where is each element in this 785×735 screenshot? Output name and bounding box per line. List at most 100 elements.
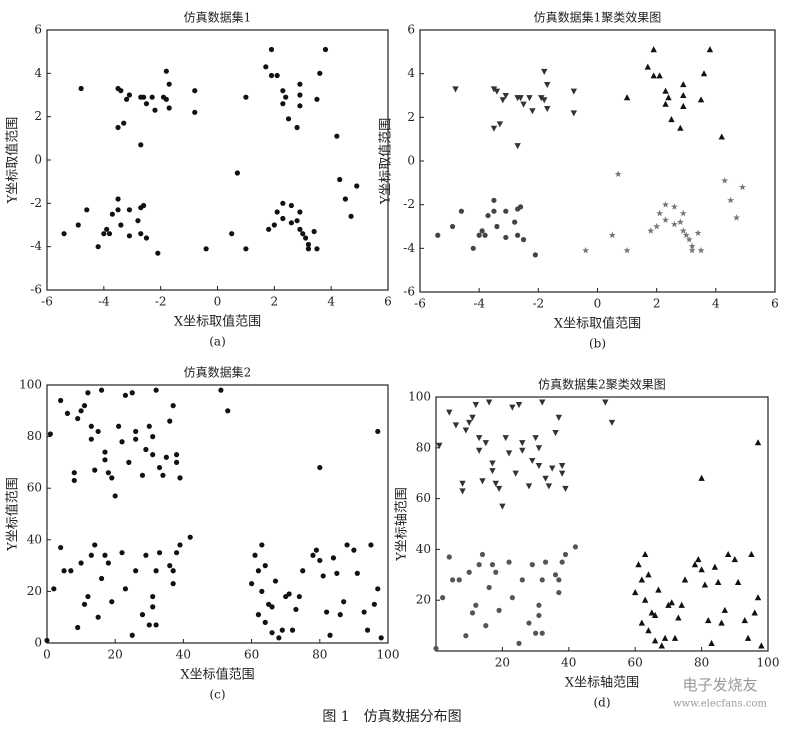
point: [115, 207, 121, 213]
x-tick-label: 4: [327, 295, 335, 309]
point: [538, 95, 545, 102]
point: [647, 227, 655, 234]
point: [310, 552, 316, 558]
point: [512, 219, 518, 225]
point: [542, 475, 549, 482]
point: [452, 86, 459, 93]
point: [129, 632, 135, 638]
point: [123, 96, 130, 102]
point: [665, 94, 672, 101]
point: [536, 612, 542, 619]
point: [662, 100, 669, 107]
point: [354, 570, 360, 576]
point: [449, 223, 456, 230]
point: [514, 143, 521, 150]
point: [160, 94, 167, 100]
point: [555, 414, 563, 421]
point: [150, 593, 156, 600]
point: [283, 94, 289, 100]
x-axis-label: X坐标值范围: [180, 667, 254, 683]
point: [311, 228, 317, 235]
point: [296, 593, 302, 600]
point: [95, 428, 101, 435]
point: [259, 542, 265, 548]
point: [556, 577, 562, 583]
point: [656, 72, 663, 79]
point: [126, 207, 133, 213]
point: [106, 231, 113, 237]
point: [102, 449, 108, 455]
x-tick-label: 100: [377, 648, 400, 662]
point: [51, 586, 57, 592]
point: [314, 96, 320, 102]
point: [141, 202, 147, 209]
y-tick-label: 20: [27, 584, 42, 598]
point: [262, 563, 268, 569]
point: [255, 612, 262, 618]
point: [526, 620, 532, 626]
x-tick-label: -6: [414, 297, 426, 311]
point: [187, 534, 193, 540]
point: [218, 387, 224, 393]
point: [700, 70, 708, 77]
point: [482, 232, 488, 238]
point: [458, 208, 465, 214]
x-tick-label: 4: [712, 297, 720, 311]
point: [526, 95, 533, 102]
x-axis-label: X坐标取值范围: [554, 316, 641, 332]
x-tick-label: -6: [41, 295, 53, 309]
point: [249, 581, 255, 587]
point: [263, 64, 269, 70]
point: [545, 483, 553, 490]
point: [259, 588, 265, 595]
point: [143, 235, 150, 241]
point: [297, 209, 303, 215]
point: [754, 439, 762, 446]
point: [475, 435, 483, 442]
point: [78, 85, 84, 92]
point: [552, 430, 559, 437]
point: [173, 452, 180, 458]
point: [541, 68, 548, 76]
point: [679, 209, 687, 217]
y-tick-label: 4: [34, 66, 42, 80]
point: [280, 88, 286, 94]
point: [515, 402, 523, 409]
point: [440, 595, 446, 601]
point: [116, 423, 122, 429]
point: [286, 591, 292, 597]
point: [529, 457, 536, 465]
point: [489, 468, 496, 475]
point: [143, 446, 149, 453]
point: [274, 209, 280, 215]
point: [638, 619, 646, 626]
point: [542, 559, 549, 565]
point: [163, 68, 169, 74]
point: [493, 569, 499, 575]
point: [297, 92, 303, 98]
point: [744, 634, 752, 641]
x-tick-label: -4: [473, 297, 485, 311]
point: [105, 560, 111, 566]
point: [433, 645, 439, 652]
point: [255, 568, 262, 574]
point: [688, 242, 696, 250]
point: [280, 101, 286, 107]
point: [95, 614, 101, 620]
point: [623, 246, 631, 254]
point: [118, 88, 124, 94]
point: [697, 246, 705, 254]
point: [473, 602, 479, 608]
point: [81, 403, 88, 409]
point: [517, 95, 524, 102]
point: [133, 436, 139, 442]
point: [516, 640, 522, 646]
point: [153, 387, 159, 393]
x-tick-label: 20: [495, 656, 510, 670]
point: [701, 581, 709, 588]
point: [670, 220, 678, 228]
point: [71, 470, 77, 476]
x-tick-label: 2: [653, 297, 661, 311]
point: [632, 589, 639, 596]
point: [368, 542, 374, 548]
